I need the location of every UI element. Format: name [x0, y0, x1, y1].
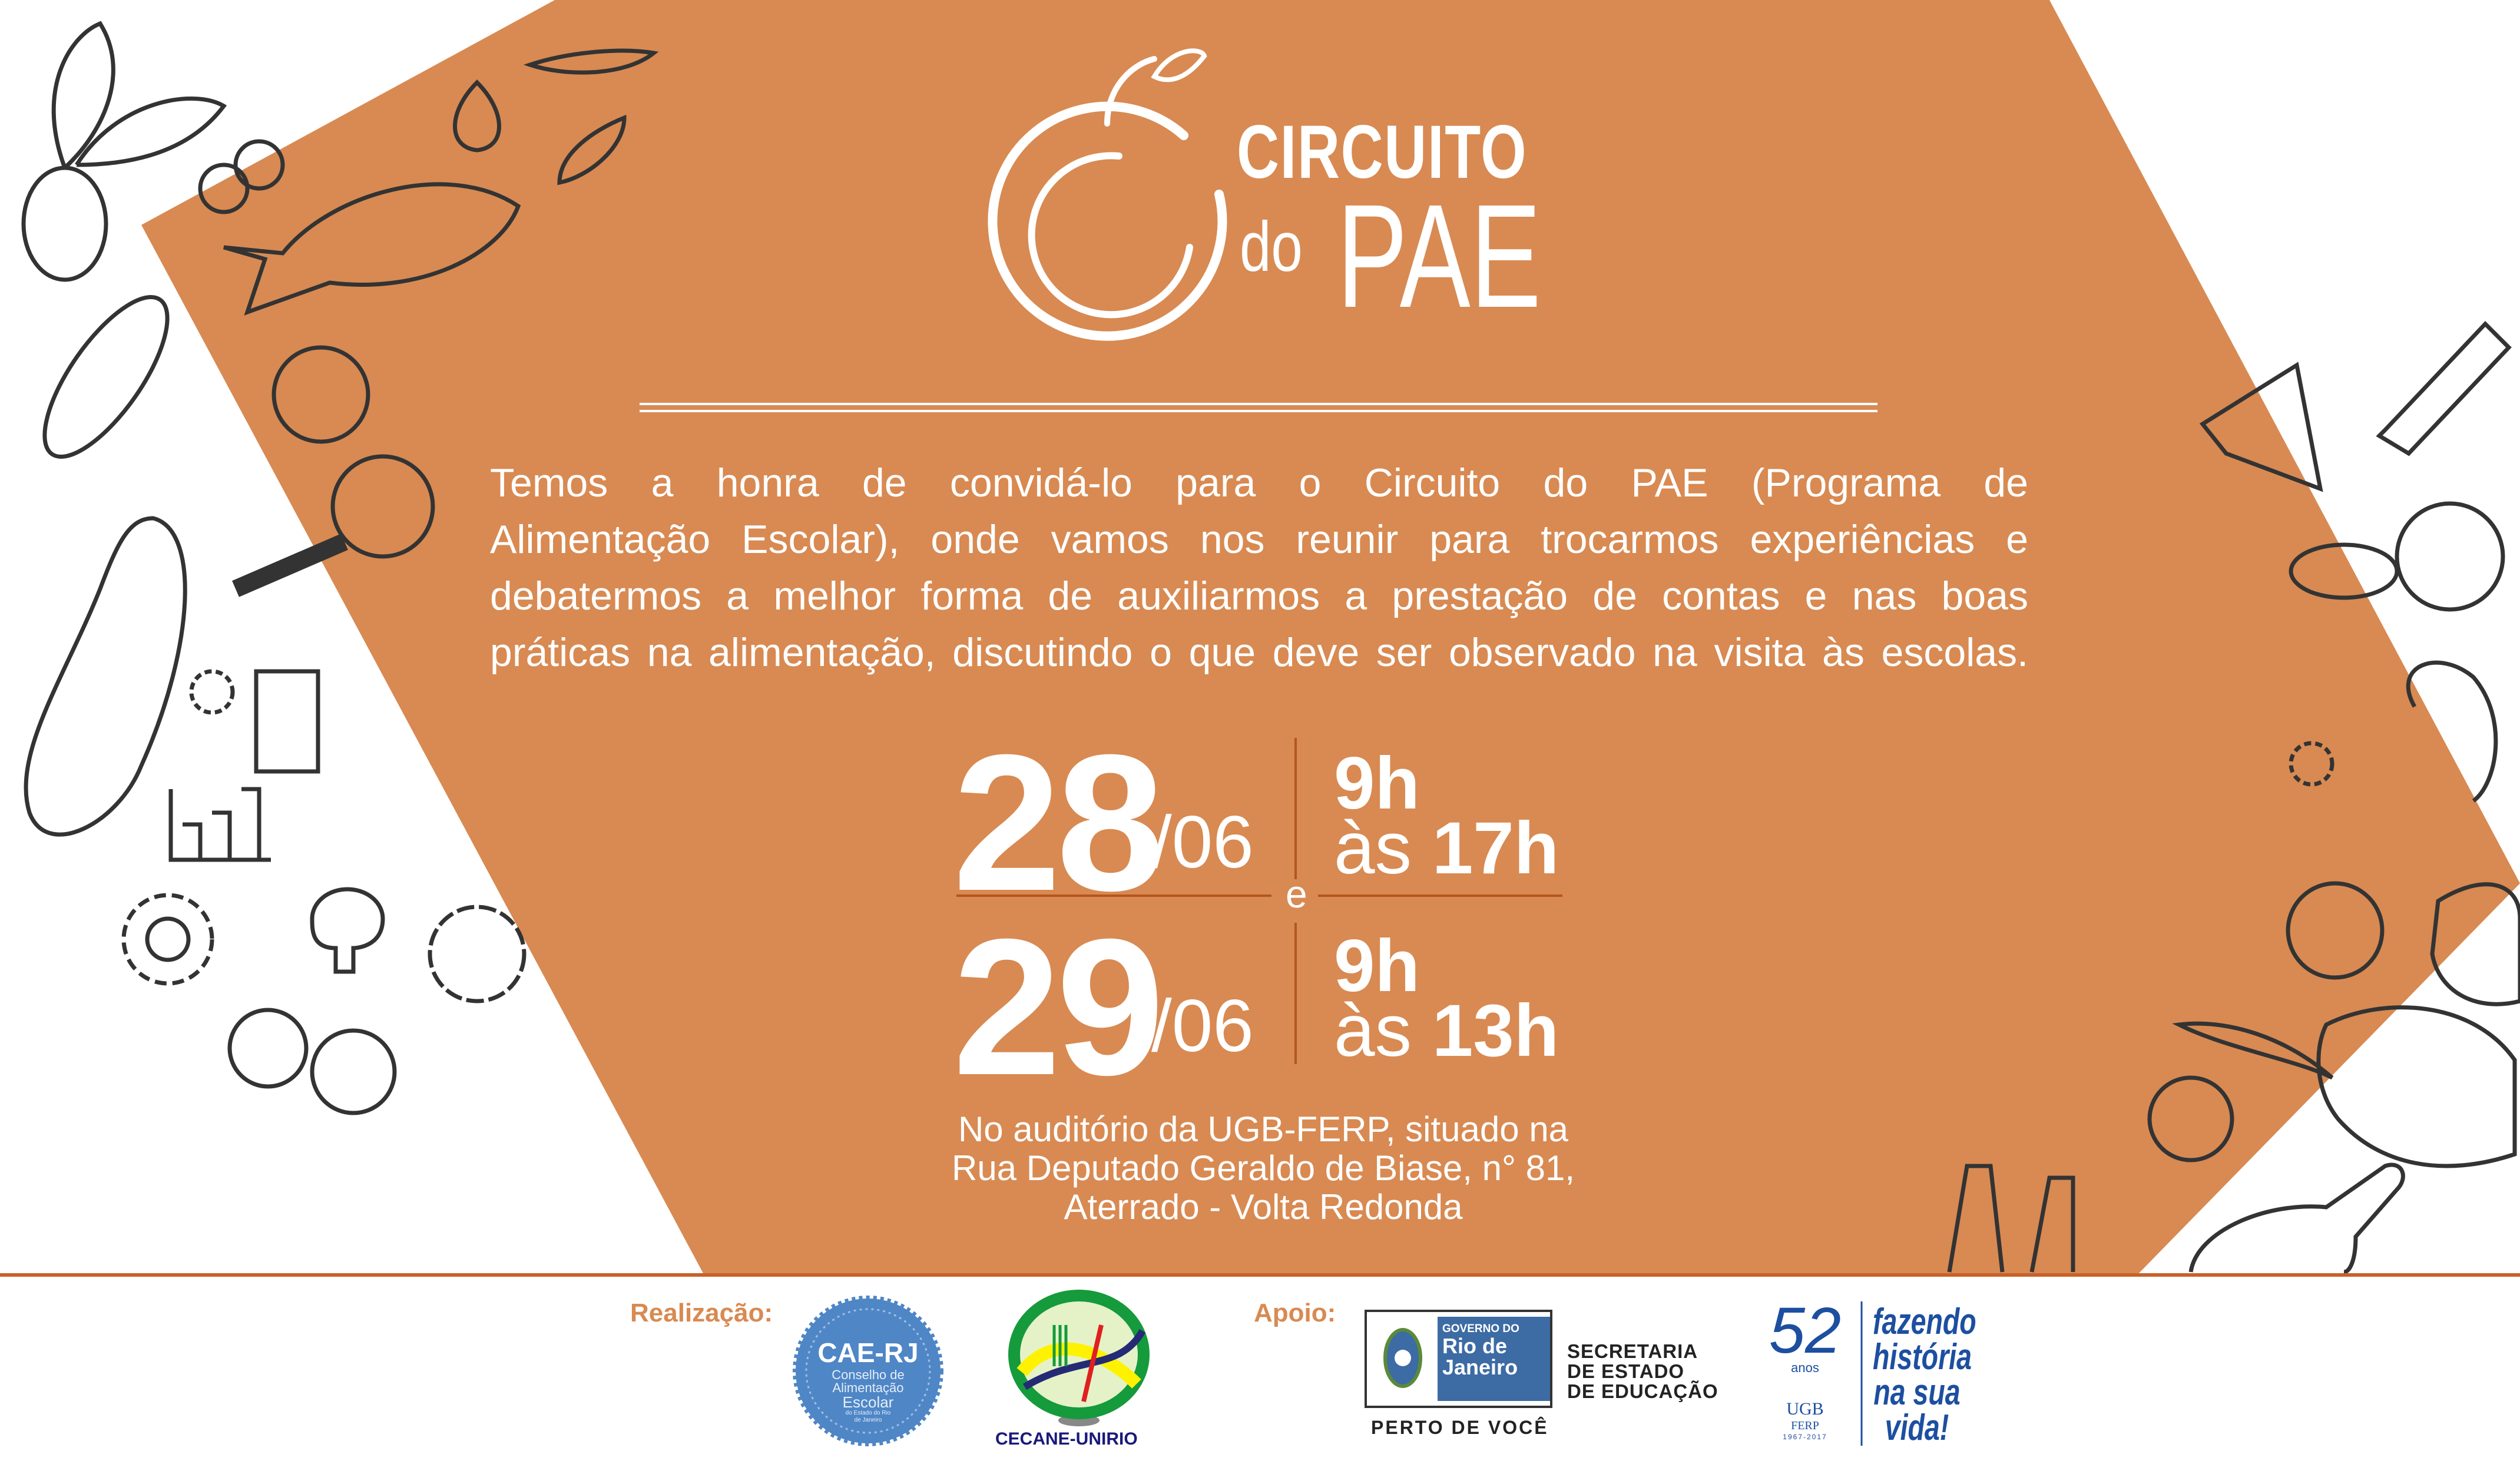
- apple-icon: [271, 345, 370, 444]
- address-line: Aterrado - Volta Redonda: [1064, 1187, 1463, 1227]
- cae-rj-logo: CAE-RJ Conselho de Alimentação Escolar d…: [809, 1337, 927, 1424]
- time-start-1: 9h: [1334, 743, 1420, 824]
- logo-title-circuito: CIRCUITO: [1237, 110, 1528, 194]
- ugb-number: 52: [1769, 1294, 1842, 1367]
- cae-sub: Alimentação: [832, 1380, 904, 1395]
- address: No auditório da UGB-FERP, situado na Rua…: [883, 1110, 1643, 1227]
- realizacao-label: Realização:: [630, 1298, 773, 1327]
- onion-slice-icon: [2289, 542, 2399, 600]
- slogan-line: vida!: [1885, 1407, 1949, 1448]
- cecane-label: CECANE-UNIRIO: [995, 1429, 1138, 1449]
- date-month-1: /06: [1151, 801, 1254, 883]
- pepper-icon: [2430, 882, 2520, 1006]
- meat-icon: [2316, 1005, 2517, 1168]
- invitation-line: Alimentação Escolar), onde vamos nos reu…: [490, 517, 2028, 562]
- cae-sub: Escolar: [842, 1393, 894, 1411]
- potato-wedge-icon: [557, 114, 627, 186]
- invitation-line: práticas na alimentação, discutindo o qu…: [490, 630, 2028, 675]
- ugb-sub: FERP: [1791, 1419, 1819, 1432]
- cae-title: CAE-RJ: [817, 1337, 919, 1368]
- cecane-logo-icon: [1008, 1290, 1150, 1426]
- gov-line: GOVERNO DO: [1442, 1323, 1519, 1335]
- invitation-line: debatermos a melhor forma de auxiliarmos…: [490, 574, 2028, 618]
- corn-icon: [42, 294, 170, 459]
- grapes-icon: [428, 905, 526, 1003]
- invitation-line: Temos a honra de convidá-lo para o Circu…: [490, 461, 2028, 505]
- pencil-icon: [2376, 320, 2512, 456]
- carrot-icon: [1947, 1164, 2075, 1273]
- apple2-icon: [227, 1008, 309, 1089]
- logo-title-do: do: [1240, 207, 1303, 286]
- peapod-icon: [523, 48, 659, 75]
- slogan-line: fazendo: [1873, 1301, 1976, 1342]
- dates-joiner: e: [1286, 872, 1307, 916]
- gov-tagline: PERTO DE VOCÊ: [1371, 1417, 1549, 1438]
- vertical-divider: [1294, 923, 1297, 1064]
- gear-icon: [121, 893, 214, 986]
- divider-line: [640, 403, 1877, 405]
- date-day-2: 29: [953, 898, 1164, 1115]
- divider-line: [640, 410, 1877, 412]
- coat-of-arms-icon: [1383, 1328, 1422, 1388]
- garlic-right-icon: [2147, 1075, 2234, 1162]
- ugb-anos: anos: [1791, 1360, 1819, 1375]
- time-end-2: 13h: [1432, 990, 1559, 1072]
- address-line: Rua Deputado Geraldo de Biase, n° 81,: [951, 1148, 1575, 1188]
- cae-rj-badge: [793, 1296, 943, 1446]
- peapod-right-icon: [2172, 1021, 2334, 1080]
- megaphone-icon: [2199, 362, 2323, 492]
- eggplant-icon: [24, 516, 187, 837]
- orange-hexagon: [141, 0, 2520, 1274]
- address-line: No auditório da UGB-FERP, situado na: [958, 1109, 1569, 1149]
- ugb-slogan: fazendo história na sua vida!: [1873, 1301, 1976, 1448]
- milk-icon: [254, 669, 320, 774]
- beet-leaves-icon: [51, 21, 227, 170]
- cae-sub: Conselho de: [832, 1367, 905, 1382]
- logo-orange-fruit-icon: [988, 48, 1227, 341]
- footer-divider: [0, 1273, 2520, 1277]
- gov-rj-logo: GOVERNO DO Rio de Janeiro: [1365, 1310, 1552, 1408]
- gear-small-icon: [189, 669, 235, 715]
- logo-title-pae: PAE: [1337, 174, 1541, 338]
- gov-line: Janeiro: [1442, 1355, 1518, 1379]
- time-start-2: 9h: [1334, 925, 1420, 1007]
- chart-icon: [168, 787, 271, 862]
- secretaria-text: SECRETARIA DE ESTADO DE EDUCAÇÃO: [1567, 1341, 1718, 1402]
- horizontal-divider: [956, 895, 1271, 897]
- magnifier-handle-icon: [232, 534, 348, 597]
- gov-line: Rio de: [1442, 1334, 1508, 1358]
- horizontal-divider: [1318, 895, 1562, 897]
- orange-slice-icon: [310, 1028, 397, 1115]
- time-prefix-2: às: [1334, 990, 1412, 1072]
- secretaria-line: DE EDUCAÇÃO: [1567, 1380, 1718, 1402]
- magnifier-icon: [330, 454, 435, 559]
- chicken-icon: [2188, 1162, 2405, 1274]
- vertical-divider: [1294, 738, 1297, 879]
- ugb-logo: 52 anos UGB FERP 1967-2017: [1767, 1294, 1843, 1442]
- raspberry-icon: [198, 139, 285, 214]
- apoio-label: Apoio:: [1254, 1298, 1336, 1327]
- ugb-years: 1967-2017: [1783, 1433, 1827, 1441]
- time-prefix-1: às: [1334, 807, 1412, 889]
- broccoli-icon: [310, 887, 385, 974]
- ugb-name: UGB: [1786, 1399, 1824, 1419]
- date-day-1: 28: [953, 714, 1164, 931]
- time-end-1: 17h: [1432, 807, 1559, 889]
- cae-sub: do Estado do Rio de Janeiro: [845, 1410, 891, 1423]
- date-month-2: /06: [1151, 985, 1254, 1067]
- invitation-text: Temos a honra de convidá-lo para o Circu…: [490, 455, 2028, 681]
- secretaria-line: SECRETARIA: [1567, 1340, 1698, 1362]
- slogan-line: na sua: [1873, 1372, 1961, 1413]
- gear-right-icon: [2289, 741, 2334, 787]
- beet-icon: [21, 165, 108, 282]
- fish-icon: [223, 182, 521, 316]
- slogan-line: história: [1873, 1337, 1972, 1377]
- secretaria-line: DE ESTADO: [1567, 1360, 1685, 1382]
- onion-icon: [2395, 501, 2505, 612]
- garlic-icon: [453, 80, 501, 153]
- tomato-icon: [2286, 881, 2385, 980]
- spinach-icon: [2406, 660, 2498, 803]
